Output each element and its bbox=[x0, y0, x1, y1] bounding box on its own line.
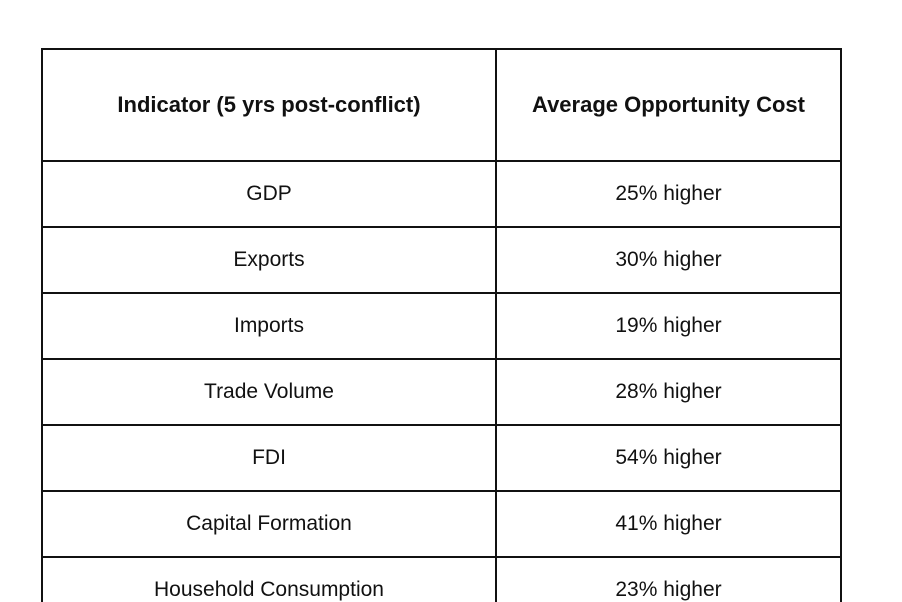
table-row: GDP 25% higher bbox=[41, 160, 842, 228]
table-row: Household Consumption 23% higher bbox=[41, 556, 842, 602]
table-row: Trade Volume 28% higher bbox=[41, 358, 842, 426]
cost-cell: 28% higher bbox=[495, 358, 842, 426]
column-header-indicator: Indicator (5 yrs post-conflict) bbox=[41, 48, 497, 162]
table-row: Exports 30% higher bbox=[41, 226, 842, 294]
table-header-row: Indicator (5 yrs post-conflict) Average … bbox=[41, 48, 842, 162]
cost-cell: 30% higher bbox=[495, 226, 842, 294]
indicator-cell: Trade Volume bbox=[41, 358, 497, 426]
indicator-cell: Capital Formation bbox=[41, 490, 497, 558]
table-body: GDP 25% higher Exports 30% higher Imports 19%… bbox=[41, 160, 842, 602]
indicator-cell: Household Consumption bbox=[41, 556, 497, 602]
indicator-cell: Imports bbox=[41, 292, 497, 360]
indicator-cell: Exports bbox=[41, 226, 497, 294]
opportunity-cost-table: Indicator (5 yrs post-conflict) Average … bbox=[41, 48, 842, 602]
cost-cell: 19% higher bbox=[495, 292, 842, 360]
cost-cell: 23% higher bbox=[495, 556, 842, 602]
cost-cell: 41% higher bbox=[495, 490, 842, 558]
indicator-cell: GDP bbox=[41, 160, 497, 228]
column-header-cost: Average Opportunity Cost bbox=[495, 48, 842, 162]
cost-cell: 54% higher bbox=[495, 424, 842, 492]
cost-cell: 25% higher bbox=[495, 160, 842, 228]
table-row: FDI 54% higher bbox=[41, 424, 842, 492]
table-row: Imports 19% higher bbox=[41, 292, 842, 360]
table-row: Capital Formation 41% higher bbox=[41, 490, 842, 558]
indicator-cell: FDI bbox=[41, 424, 497, 492]
